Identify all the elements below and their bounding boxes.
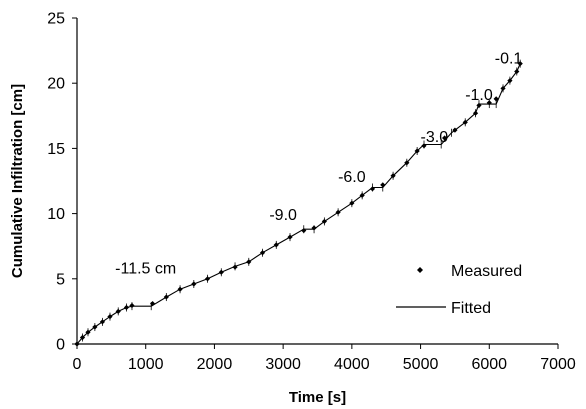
measured-point <box>414 148 420 154</box>
measured-point <box>177 286 183 292</box>
measured-point <box>115 308 121 314</box>
measured-point <box>287 234 293 240</box>
measured-point <box>129 302 135 309</box>
measured-point <box>500 85 506 92</box>
y-tick-group: 0 5 10 15 20 25 <box>47 11 77 354</box>
measured-point <box>246 259 252 265</box>
y-tick-label: 15 <box>47 141 65 158</box>
measured-point <box>390 173 396 179</box>
measured-point <box>301 227 307 234</box>
measured-point <box>369 186 376 192</box>
measured-point <box>335 209 341 215</box>
pressure-head-label: -1.0 <box>465 87 493 104</box>
pressure-head-label: -6.0 <box>338 169 366 186</box>
measured-point <box>404 160 410 166</box>
measured-point <box>349 200 355 206</box>
measured-point <box>472 110 479 116</box>
measured-point <box>259 250 266 256</box>
x-tick-label: 6000 <box>471 356 507 373</box>
measured-point <box>99 319 106 325</box>
measured-point <box>191 281 197 287</box>
measured-point <box>421 143 427 149</box>
measured-point <box>380 182 386 188</box>
pressure-head-label: -3.0 <box>421 129 449 146</box>
measured-point <box>476 102 482 108</box>
x-tick-label: 5000 <box>403 356 439 373</box>
measured-point <box>311 225 317 231</box>
measured-point <box>452 127 458 133</box>
measured-point <box>149 300 156 307</box>
y-tick-label: 20 <box>47 76 65 93</box>
measured-point <box>507 77 513 84</box>
legend-fitted-label: Fitted <box>451 300 491 317</box>
x-tick-label: 7000 <box>540 356 576 373</box>
measured-point <box>107 314 113 320</box>
pressure-head-label: -9.0 <box>269 207 297 224</box>
y-tick-label: 0 <box>56 337 65 354</box>
measured-point <box>359 192 365 198</box>
measured-point <box>204 276 211 282</box>
measured-point <box>517 61 523 67</box>
measured-point <box>273 242 279 248</box>
measured-point <box>74 341 80 347</box>
measured-point <box>85 329 91 335</box>
x-tick-label: 2000 <box>197 356 233 373</box>
measured-point <box>218 269 224 275</box>
x-tick-label: 0 <box>73 356 82 373</box>
pressure-head-label: -11.5 cm <box>115 260 176 277</box>
measured-point <box>123 304 130 311</box>
measured-point <box>321 218 327 225</box>
x-tick-label: 1000 <box>128 356 164 373</box>
y-tick-label: 25 <box>47 11 65 28</box>
x-tick-label: 4000 <box>334 356 370 373</box>
measured-point <box>462 119 468 125</box>
x-tick-group: 0 1000 2000 3000 4000 5000 6000 7000 <box>73 344 576 373</box>
x-tick-label: 3000 <box>265 356 301 373</box>
measured-point <box>442 135 448 141</box>
pressure-head-label: -0.1 <box>495 51 523 68</box>
x-axis-title: Time [s] <box>289 389 346 406</box>
measured-point <box>493 96 499 102</box>
y-axis-title: Cumulative Infiltration [cm] <box>9 84 26 278</box>
measured-point <box>79 334 86 341</box>
legend-measured-label: Measured <box>451 263 522 280</box>
measured-point <box>486 100 492 106</box>
measured-point <box>92 324 98 330</box>
legend: Measured Fitted <box>396 263 522 317</box>
measured-point <box>163 294 169 300</box>
measured-point <box>514 68 520 75</box>
measured-point <box>232 264 238 270</box>
annotation-group: -11.5 cm -9.0 -6.0 -3.0 -1.0 -0.1 <box>115 51 522 278</box>
y-tick-label: 5 <box>56 271 65 288</box>
y-tick-label: 10 <box>47 206 65 223</box>
legend-measured-marker <box>417 267 423 273</box>
measured-series-group <box>74 61 523 347</box>
